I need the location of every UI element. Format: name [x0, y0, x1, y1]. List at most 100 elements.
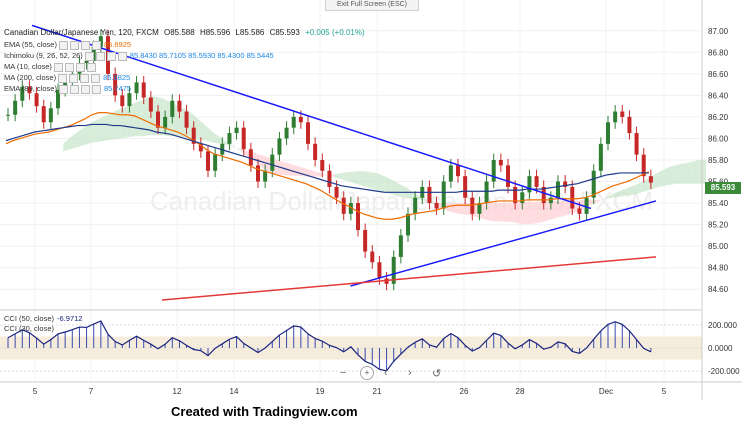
candle-body	[541, 186, 546, 204]
cloud-segment	[677, 163, 685, 184]
candle-body	[163, 116, 168, 128]
candle-body	[156, 111, 160, 128]
cci-tick-label: 200.000	[708, 321, 737, 330]
candle-body	[591, 170, 596, 198]
cloud-segment	[370, 171, 378, 191]
zoom-in-button[interactable]: +	[360, 366, 374, 380]
candle-body	[363, 230, 368, 252]
legend-control-icon[interactable]	[91, 40, 101, 50]
cloud-segment	[341, 172, 349, 182]
legend-control-icon[interactable]	[80, 40, 90, 50]
tradingview-credit: Created with Tradingview.com	[171, 404, 358, 419]
indicator-legend-row[interactable]: EMA (55, close) 85.6925	[4, 40, 131, 50]
cloud-segment	[141, 97, 149, 137]
cloud-segment	[613, 190, 621, 198]
cloud-segment	[113, 108, 121, 140]
legend-control-icon[interactable]	[58, 84, 68, 94]
time-tick-label: 5	[662, 387, 667, 396]
legend-control-icon[interactable]	[69, 73, 79, 83]
time-tick-label: 19	[316, 387, 325, 396]
indicator-legend-row[interactable]: EMA (89, close) 85.7475	[4, 84, 131, 94]
open-value: O85.588	[164, 28, 195, 37]
candle-body	[356, 203, 360, 230]
candle-body	[520, 192, 525, 204]
cloud-segment	[77, 127, 85, 148]
price-tick-label: 85.80	[708, 156, 729, 165]
candle-body	[348, 203, 353, 214]
candle-body	[470, 197, 475, 214]
candle-body	[606, 122, 610, 144]
cloud-segment	[498, 203, 506, 222]
indicator-legend-row[interactable]: MA (10, close)	[4, 62, 99, 72]
legend-control-icon[interactable]	[91, 73, 101, 83]
indicator-legend-row[interactable]: Ichimoku (9, 26, 52, 26) 85.8430 85.7105 …	[4, 51, 274, 61]
cloud-segment	[563, 200, 571, 217]
cci-line	[7, 320, 652, 372]
price-tick-label: 86.20	[708, 113, 729, 122]
candle-body	[41, 106, 46, 123]
cci-tick-label: 0.0000	[708, 344, 733, 353]
legend-control-icon[interactable]	[75, 62, 85, 72]
cloud-segment	[598, 197, 606, 202]
legend-control-icon[interactable]	[95, 51, 105, 61]
indicator-value: 85.6825	[103, 73, 131, 82]
legend-control-icon[interactable]	[80, 73, 90, 83]
cloud-segment	[463, 203, 471, 216]
price-tick-label: 86.60	[708, 70, 729, 79]
legend-control-icon[interactable]	[80, 84, 90, 94]
cci-legend-row[interactable]: CCI (30, close)	[4, 324, 57, 333]
zoom-out-button[interactable]: −	[340, 367, 347, 379]
legend-control-icon[interactable]	[69, 40, 79, 50]
price-tick-label: 86.40	[708, 91, 729, 100]
price-axis: 87.0086.8086.6086.4086.2086.0085.8085.60…	[708, 27, 729, 294]
candle-body	[620, 111, 625, 117]
cloud-segment	[284, 162, 292, 176]
candle-body	[498, 160, 503, 166]
price-tick-label: 86.80	[708, 48, 729, 57]
legend-control-icon[interactable]	[58, 73, 68, 83]
scroll-left-button[interactable]: ‹	[384, 367, 388, 379]
indicator-label: EMA (89, close)	[4, 84, 57, 93]
cci-value: -6.9712	[57, 314, 83, 323]
legend-control-icon[interactable]	[84, 51, 94, 61]
reset-zoom-button[interactable]: ↺	[432, 368, 442, 380]
exit-fullscreen-button[interactable]: Exit Full Screen (ESC)	[325, 0, 419, 11]
legend-control-icon[interactable]	[64, 62, 74, 72]
cloud-segment	[98, 115, 106, 142]
moving-average-lines	[5, 112, 650, 220]
candle-body	[406, 213, 410, 236]
legend-control-icon[interactable]	[53, 62, 63, 72]
cloud-segment	[491, 203, 499, 222]
cloud-segment	[670, 164, 678, 185]
cloud-segment	[534, 202, 542, 224]
scroll-right-button[interactable]: ›	[408, 367, 412, 379]
candle-body	[298, 116, 303, 123]
trendline	[161, 256, 657, 301]
cloud-segment	[520, 202, 528, 225]
candle-body	[648, 176, 653, 183]
legend-control-icon[interactable]	[117, 51, 127, 61]
candle-body	[513, 186, 518, 204]
cloud-segment	[634, 182, 642, 195]
cloud-segment	[377, 173, 385, 193]
cloud-segment	[63, 137, 71, 152]
legend-control-icon[interactable]	[58, 40, 68, 50]
candle-body	[584, 197, 589, 214]
candle-body	[241, 127, 246, 150]
cloud-segment	[356, 170, 364, 186]
candle-body	[391, 256, 396, 284]
legend-control-icon[interactable]	[86, 62, 96, 72]
indicator-legend-row[interactable]: MA (200, close) 85.6825	[4, 73, 130, 83]
candle-body	[377, 262, 382, 279]
cloud-segment	[406, 187, 414, 199]
cloud-segment	[70, 132, 78, 150]
legend-control-icon[interactable]	[69, 84, 79, 94]
cloud-segment	[198, 119, 206, 141]
indicator-value: 85.8430 85.7105 85.5930 85.4300 85.5445	[129, 51, 274, 60]
cloud-segment	[348, 171, 356, 184]
cci-legend-row[interactable]: CCI (50, close) -6.9712	[4, 314, 82, 323]
candle-body	[577, 208, 582, 214]
legend-control-icon[interactable]	[91, 84, 101, 94]
legend-control-icon[interactable]	[106, 51, 116, 61]
